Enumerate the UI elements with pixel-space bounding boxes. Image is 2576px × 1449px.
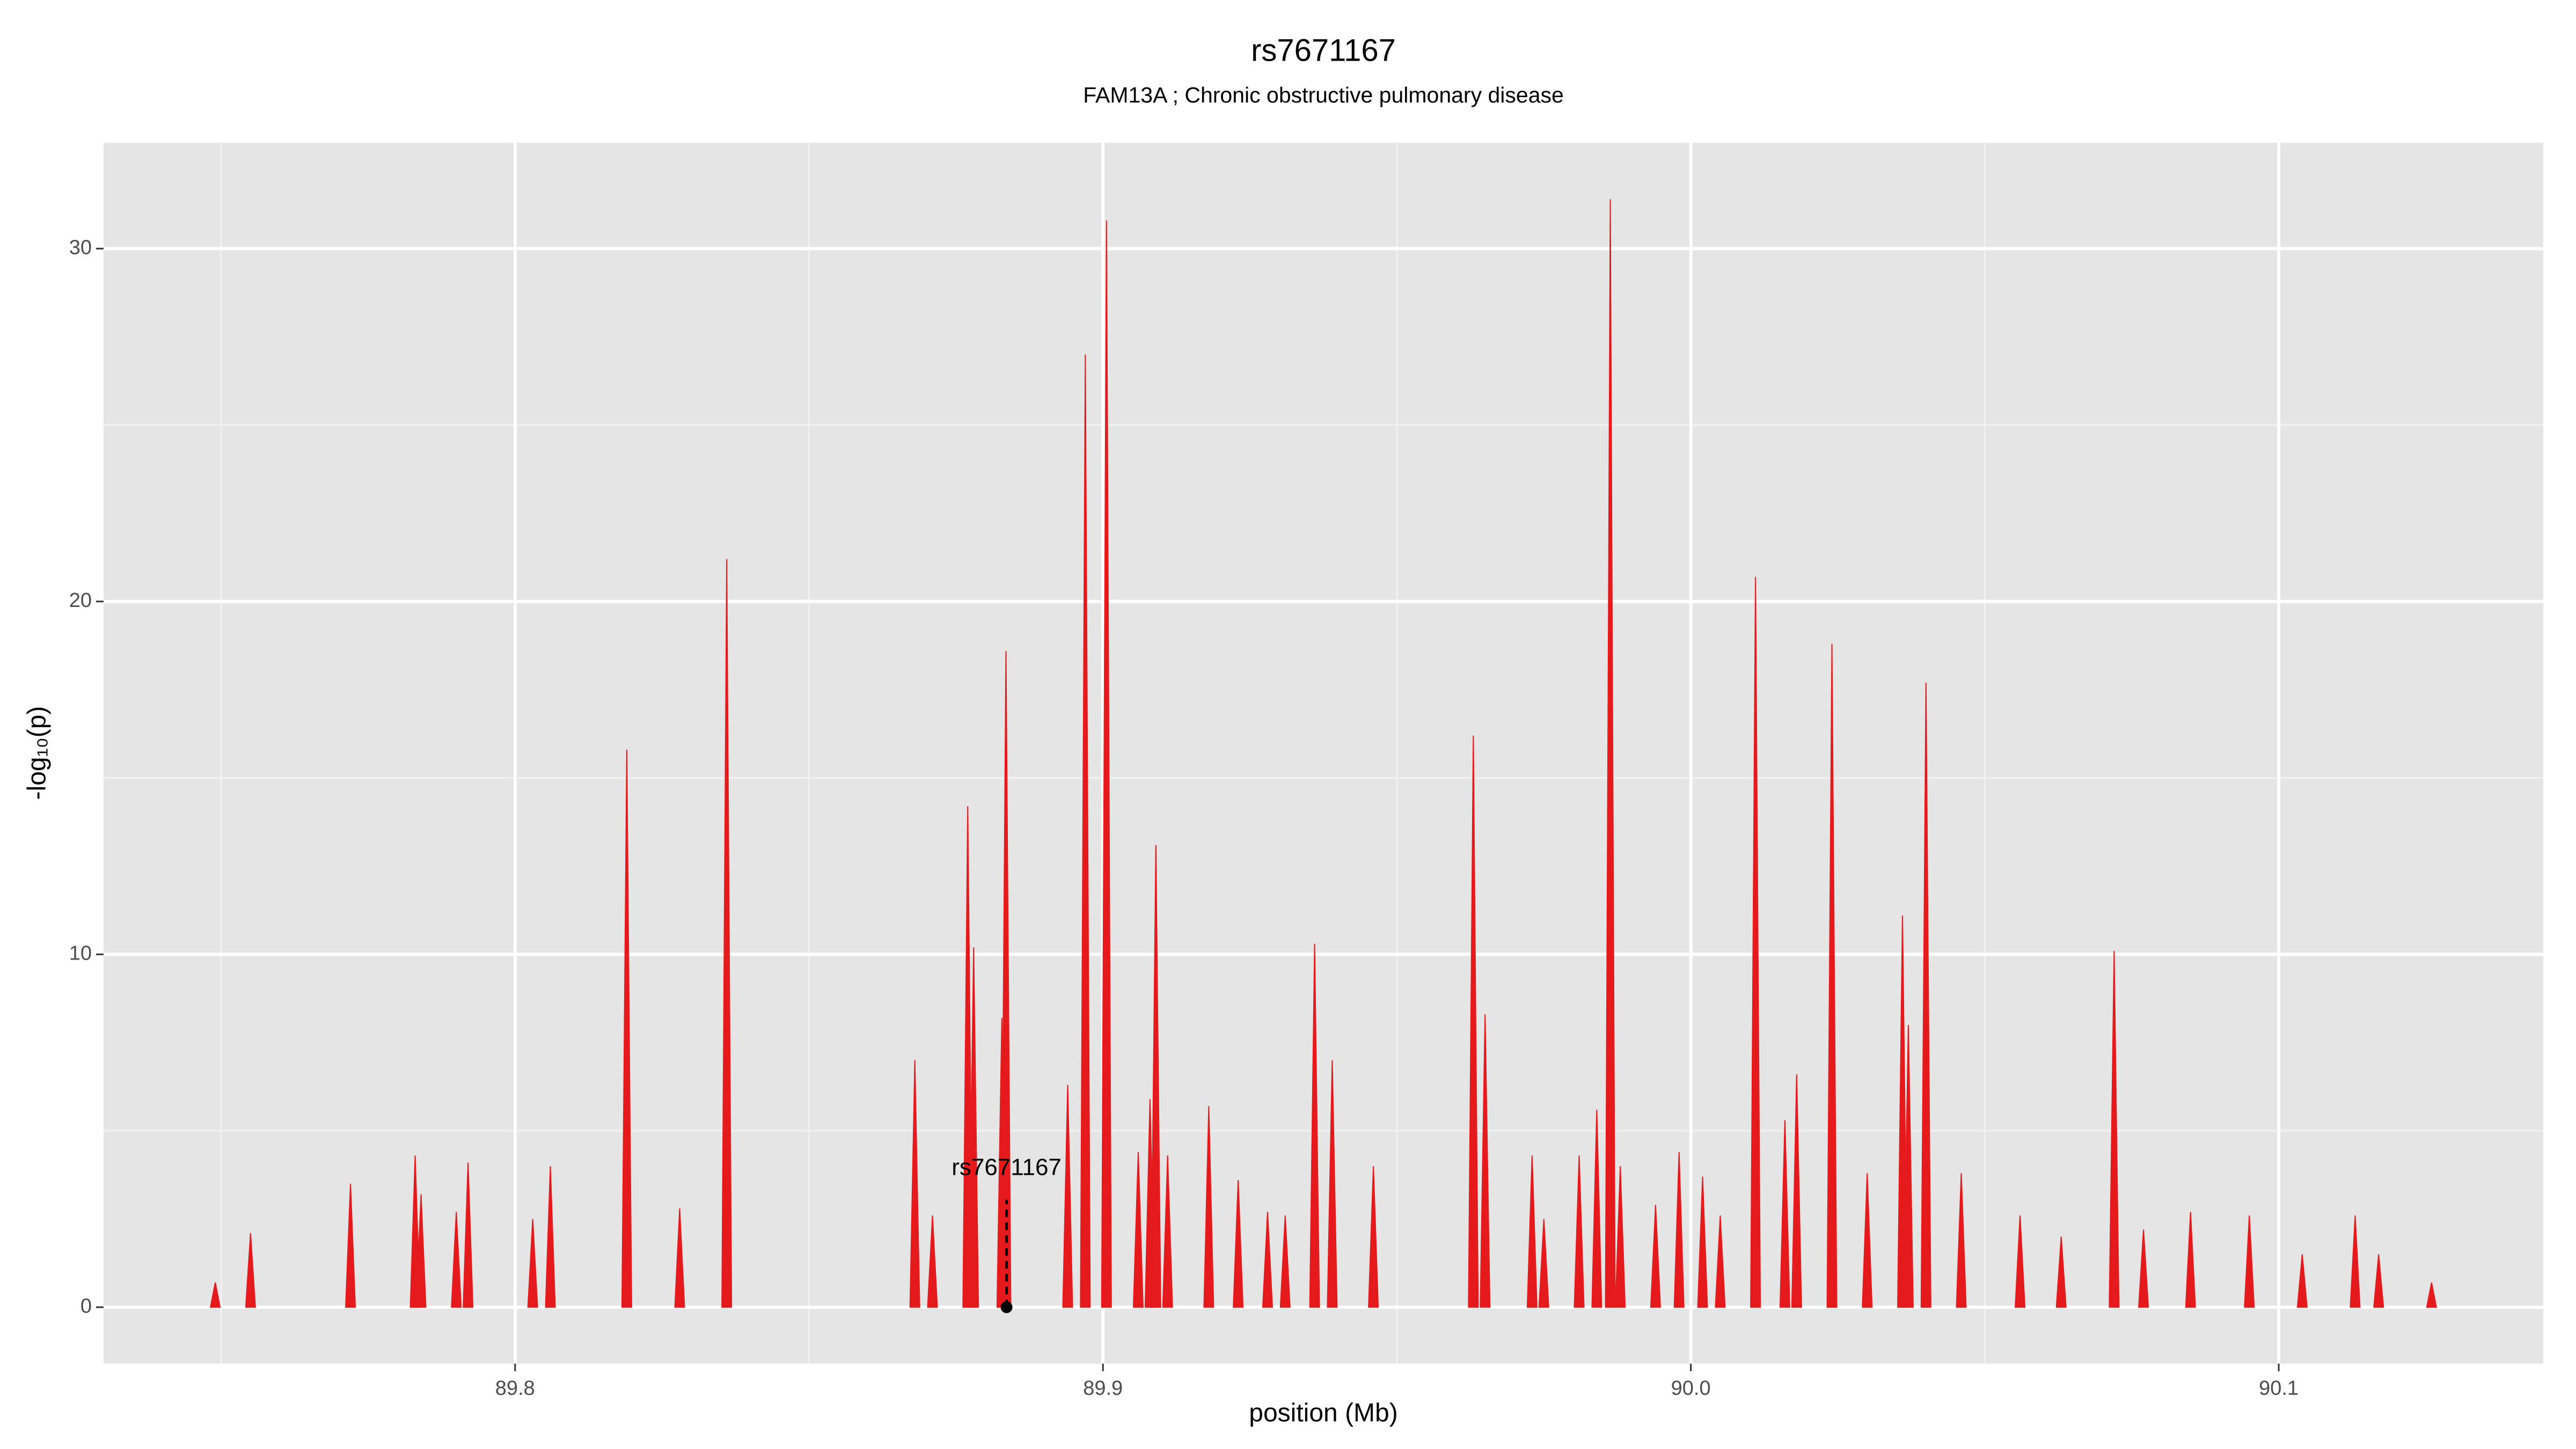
annotation-label: rs7671167 [952,1154,1062,1180]
spike [909,1060,920,1308]
spike [2109,950,2120,1308]
y-tick-label: 0 [80,1295,92,1318]
spike [1150,845,1161,1308]
x-tick-label: 90.1 [2259,1377,2299,1400]
plot-background [104,143,2543,1364]
spike [2426,1282,2438,1308]
spike [1779,1120,1790,1308]
spike [1650,1205,1661,1308]
spike [1132,1152,1144,1308]
spike [2244,1215,2255,1308]
spike [209,1282,221,1308]
spike [1605,199,1616,1308]
spike [2373,1254,2384,1308]
y-tick-label: 30 [69,236,92,259]
x-tick-label: 90.0 [1671,1377,1711,1400]
spike [1697,1176,1708,1308]
spike [721,559,733,1308]
spike [2350,1215,2361,1308]
marks: rs7671167 [209,199,2438,1313]
spike [2185,1212,2196,1308]
x-tick-label: 89.8 [495,1377,535,1400]
spike [1101,220,1112,1308]
spike [1902,1024,1914,1308]
y-tick-label: 20 [69,589,92,612]
y-tick-label: 10 [69,942,92,964]
spike [1080,354,1091,1308]
spike [1233,1180,1244,1308]
spike [621,749,632,1308]
spike [1309,943,1320,1308]
spike [674,1208,685,1308]
spike [1480,1014,1491,1308]
spike [1791,1074,1802,1308]
spike [415,1194,427,1308]
spike [1715,1215,1726,1308]
spike [1203,1106,1214,1308]
spike [1750,576,1761,1308]
spike [1673,1152,1685,1308]
chart-subtitle: FAM13A ; Chronic obstructive pulmonary d… [1083,83,1564,107]
spike [2015,1215,2026,1308]
spike [463,1162,474,1308]
spike [927,1215,938,1308]
spike [245,1233,256,1308]
spike [1526,1155,1538,1308]
spike [527,1219,538,1308]
spike [1826,643,1838,1308]
spike [1615,1166,1626,1308]
x-tick-label: 89.9 [1083,1377,1123,1400]
spike [1327,1060,1338,1308]
spike [1262,1212,1273,1308]
spike [1368,1166,1379,1308]
spike [1862,1173,1873,1308]
grid [104,143,2543,1364]
spike [1538,1219,1549,1308]
spike [2296,1254,2308,1308]
spike [545,1166,556,1308]
x-axis-label: position (Mb) [1249,1399,1397,1428]
spike [1162,1155,1173,1308]
spike [1920,682,1931,1308]
spike [1956,1173,1967,1308]
annotation-point [1000,1301,1013,1313]
spike [345,1183,356,1308]
spike [968,947,979,1308]
spike [1062,1085,1073,1308]
spike [2138,1230,2149,1308]
spike [2055,1236,2067,1308]
spike [1468,735,1479,1308]
spike [451,1212,462,1308]
chart-title: rs7671167 [1251,33,1396,68]
spike [1279,1215,1291,1308]
spike [1591,1109,1602,1308]
spike [1574,1155,1585,1308]
y-axis-label: -log₁₀(p) [23,706,52,800]
